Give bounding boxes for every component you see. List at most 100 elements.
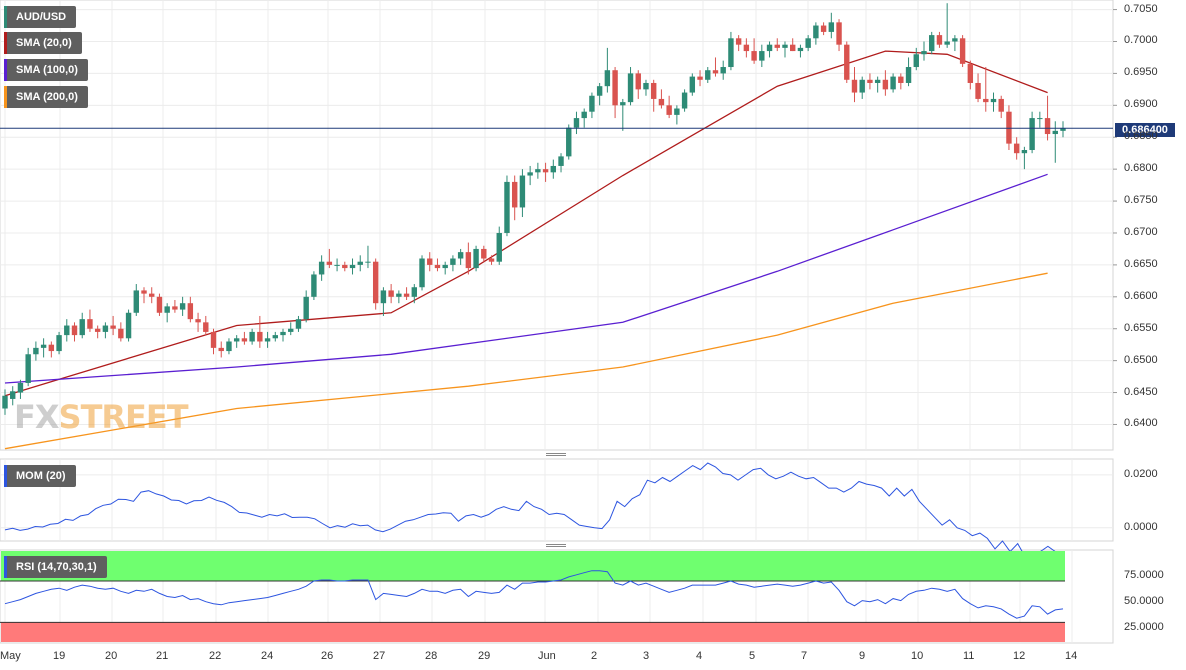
candle-body — [735, 38, 742, 45]
candle-body — [573, 118, 580, 128]
sma100-tag[interactable]: SMA (100,0) — [4, 59, 88, 81]
candle-body — [164, 306, 170, 313]
candle-body — [828, 22, 835, 32]
candle — [365, 245, 371, 269]
candle-body — [141, 290, 147, 294]
candle-body — [365, 261, 371, 263]
candle — [48, 341, 55, 358]
candle-body — [33, 347, 39, 355]
x-tick-label: 20 — [105, 650, 118, 662]
y-tick-label: 0.6700 — [1124, 225, 1158, 238]
candle — [125, 309, 132, 342]
candle-body — [944, 41, 950, 45]
candle — [890, 73, 896, 93]
candle — [280, 328, 286, 342]
candle — [990, 92, 997, 112]
candle — [2, 389, 8, 415]
candle — [735, 35, 742, 52]
candle — [782, 41, 788, 58]
candle — [473, 245, 479, 272]
mom-tag[interactable]: MOM (20) — [4, 465, 76, 487]
candle-body — [542, 169, 549, 173]
candle-body — [627, 73, 634, 103]
candle-body — [156, 296, 163, 313]
candle — [535, 162, 541, 179]
candle — [295, 315, 302, 332]
candle-body — [535, 169, 541, 173]
candle — [658, 89, 665, 109]
candle — [766, 41, 773, 58]
candle — [457, 248, 464, 265]
candle — [1006, 105, 1012, 150]
candle-body — [913, 54, 919, 68]
candle — [218, 341, 224, 358]
candle-body — [882, 79, 889, 90]
candle-body — [457, 252, 464, 259]
sma20-color-marker — [4, 32, 7, 54]
candle-body — [967, 63, 974, 83]
symbol-tag[interactable]: AUD/USD — [4, 6, 77, 28]
candle — [249, 328, 255, 345]
sma20-label: SMA (20,0) — [16, 37, 72, 49]
sma20-tag[interactable]: SMA (20,0) — [4, 32, 82, 54]
x-tick-label: 14 — [1065, 650, 1078, 662]
rsi-tag[interactable]: RSI (14,70,30,1) — [4, 556, 107, 578]
y-tick-label: 0.6450 — [1124, 385, 1158, 398]
x-tick-label: 5 — [749, 650, 756, 662]
candle — [1021, 146, 1028, 170]
candle-body — [342, 264, 348, 269]
candle — [419, 255, 425, 291]
candle-body — [25, 354, 31, 383]
y-tick-label: 0.6500 — [1124, 353, 1158, 366]
candle — [396, 290, 402, 304]
x-tick-label: Jun — [538, 650, 556, 662]
candle-body — [388, 290, 394, 297]
candle-body — [689, 76, 696, 93]
candle — [643, 79, 649, 96]
candle — [913, 47, 919, 71]
candle-body — [921, 51, 927, 55]
candle — [311, 271, 317, 300]
candle-body — [326, 261, 333, 265]
candle — [388, 284, 394, 304]
candle — [998, 95, 1004, 119]
candle — [697, 70, 703, 87]
candle-body — [179, 303, 186, 310]
sma100-line — [4, 173, 1048, 384]
candle-body — [890, 76, 896, 90]
candle — [102, 322, 109, 339]
candle — [94, 325, 101, 339]
y-tick-label: 0.6800 — [1124, 162, 1158, 175]
candle-body — [450, 258, 456, 265]
rsi-oversold-zone — [1, 622, 1065, 642]
candle-body — [844, 44, 850, 80]
candle-body — [496, 232, 502, 262]
sma200-label: SMA (200,0) — [16, 91, 78, 103]
candle — [805, 35, 811, 52]
candle-body — [766, 44, 773, 52]
candle — [318, 255, 325, 281]
sma200-tag[interactable]: SMA (200,0) — [4, 86, 88, 108]
candle-body — [797, 47, 804, 52]
candle-body — [442, 264, 448, 269]
candle-body — [867, 79, 873, 83]
candle — [450, 255, 456, 272]
candle-body — [975, 82, 981, 99]
candle — [898, 73, 904, 90]
candle-body — [620, 102, 626, 106]
candle — [627, 67, 634, 106]
rsi-label: RSI (14,70,30,1) — [16, 561, 97, 573]
candle-body — [643, 82, 649, 90]
candle-body — [1021, 150, 1028, 154]
candle-body — [751, 51, 757, 61]
candle-body — [48, 344, 55, 352]
candle — [1013, 137, 1020, 160]
candle-body — [782, 44, 788, 48]
candle-body — [790, 44, 796, 52]
candle-body — [635, 73, 641, 90]
y-tick-label: 0.6600 — [1124, 289, 1158, 302]
y-tick-label: 0.7050 — [1124, 2, 1158, 15]
y-tick-label: 0.6650 — [1124, 257, 1158, 270]
candle-body — [1052, 130, 1058, 135]
candle — [820, 22, 827, 36]
